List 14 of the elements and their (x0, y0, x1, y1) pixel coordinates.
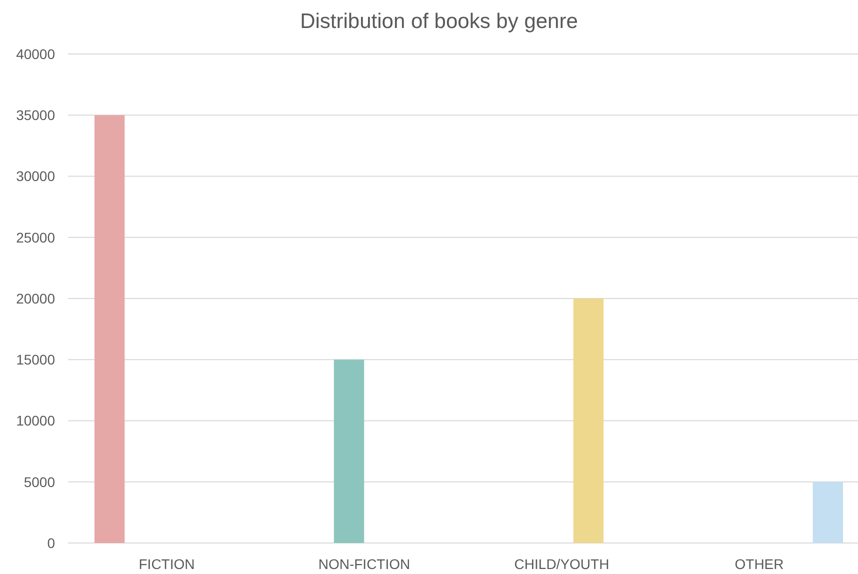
chart-title: Distribution of books by genre (300, 10, 578, 33)
y-tick-label: 5000 (24, 474, 56, 490)
y-tick-label: 35000 (16, 107, 56, 124)
x-tick-label: OTHER (734, 556, 784, 572)
y-tick-label: 20000 (16, 290, 56, 306)
y-tick-label: 10000 (16, 412, 56, 429)
y-tick-label: 40000 (16, 46, 56, 62)
y-tick-label: 15000 (16, 352, 56, 368)
y-tick-label: 0 (47, 534, 56, 551)
y-tick-label: 30000 (16, 168, 56, 184)
x-tick-label: FICTION (138, 556, 195, 572)
x-tick-label: NON-FICTION (318, 556, 410, 572)
y-tick-label: 25000 (16, 229, 56, 246)
x-tick-label: CHILD/YOUTH (514, 556, 610, 572)
